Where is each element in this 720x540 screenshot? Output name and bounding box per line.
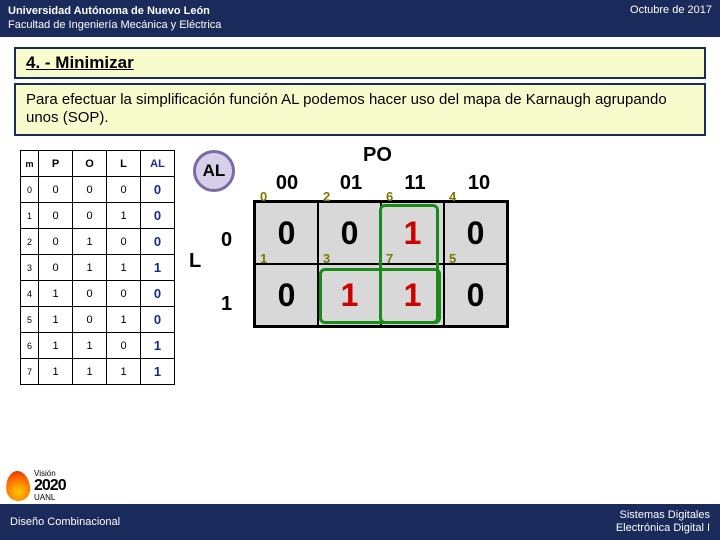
th-p: P <box>39 151 73 177</box>
table-row: 61101 <box>21 333 175 359</box>
faculty-name: Facultad de Ingeniería Mecánica y Eléctr… <box>8 18 221 32</box>
kmap-grid: 00 20 61 40 10 31 71 50 <box>253 200 509 328</box>
university-name: Universidad Autónoma de Nuevo León <box>8 4 221 18</box>
logo-area: Visión 2020 UANL <box>6 470 66 502</box>
footer-bar: Diseño Combinacional Sistemas Digitales … <box>0 504 720 540</box>
table-row: 30111 <box>21 255 175 281</box>
footer-right: Sistemas Digitales Electrónica Digital I <box>616 509 710 535</box>
body-text-box: Para efectuar la simplificación función … <box>14 83 706 137</box>
table-row: 20100 <box>21 229 175 255</box>
section-title: 4. - Minimizar <box>26 53 134 72</box>
th-m: m <box>21 151 39 177</box>
kmap-cell: 10 <box>255 264 318 326</box>
body-text: Para efectuar la simplificación función … <box>26 91 667 127</box>
content-row: m P O L AL 00000 10010 20100 30111 41000… <box>0 136 720 385</box>
table-row: 10010 <box>21 203 175 229</box>
table-row: 71111 <box>21 359 175 385</box>
kmap-cell: 50 <box>444 264 507 326</box>
kmap-container: AL PO L 00 01 11 10 0 1 00 20 61 40 10 3… <box>193 150 533 350</box>
table-row: 51010 <box>21 307 175 333</box>
th-o: O <box>73 151 107 177</box>
footer-left: Diseño Combinacional <box>10 516 120 528</box>
header-left: Universidad Autónoma de Nuevo León Facul… <box>8 4 221 33</box>
section-title-box: 4. - Minimizar <box>14 47 706 79</box>
header-bar: Universidad Autónoma de Nuevo León Facul… <box>0 0 720 37</box>
kmap-cell: 71 <box>381 264 444 326</box>
kmap-po-label: PO <box>363 144 392 167</box>
flame-icon <box>5 470 32 502</box>
kmap-cell: 31 <box>318 264 381 326</box>
vision-label: Visión 2020 UANL <box>34 470 66 502</box>
kmap-col-headers: 00 01 11 10 <box>255 172 511 195</box>
kmap-row-headers: 0 1 <box>221 208 232 336</box>
truth-table: m P O L AL 00000 10010 20100 30111 41000… <box>20 150 175 385</box>
table-header-row: m P O L AL <box>21 151 175 177</box>
slide: Universidad Autónoma de Nuevo León Facul… <box>0 0 720 540</box>
kmap-output-label: AL <box>193 150 235 192</box>
th-l: L <box>107 151 141 177</box>
table-row: 41000 <box>21 281 175 307</box>
table-row: 00000 <box>21 177 175 203</box>
header-date: Octubre de 2017 <box>630 4 712 16</box>
th-al: AL <box>141 151 175 177</box>
kmap-l-label: L <box>189 250 201 273</box>
